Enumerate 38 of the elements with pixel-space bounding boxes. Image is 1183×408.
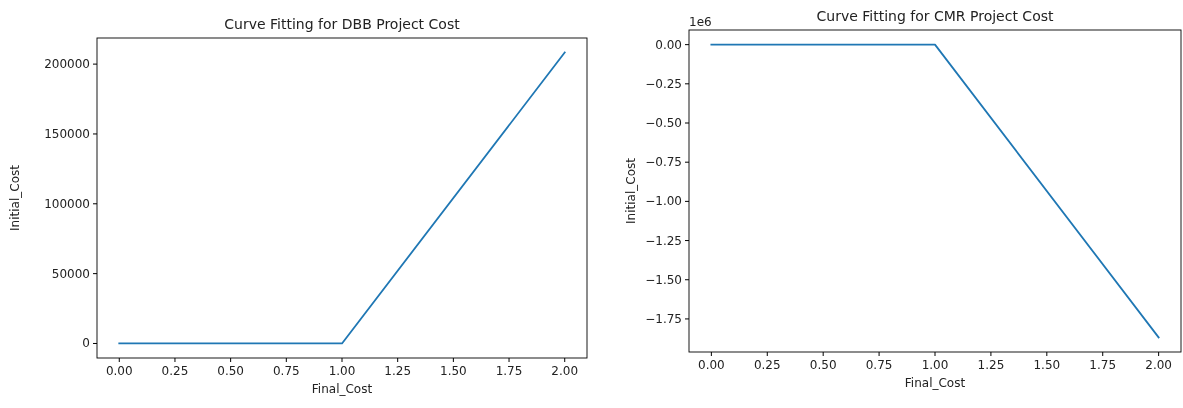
y-tick-label: 200000 xyxy=(44,57,90,72)
y-tick-label: 0 xyxy=(82,336,90,351)
x-tick-label: 1.75 xyxy=(495,364,523,378)
y-tick-label: −0.75 xyxy=(645,155,682,170)
y-axis-title: Initial_Cost xyxy=(624,157,638,224)
x-tick-label: 1.50 xyxy=(1033,358,1061,372)
x-tick-label: 1.75 xyxy=(1089,358,1117,372)
x-tick-label: 0.25 xyxy=(161,364,189,378)
chart-title: Curve Fitting for CMR Project Cost xyxy=(816,8,1054,24)
y-tick-label: 100000 xyxy=(44,196,90,211)
x-tick-label: 0.50 xyxy=(809,358,837,372)
x-axis-title: Final_Cost xyxy=(311,382,373,396)
chart-title: Curve Fitting for DBB Project Cost xyxy=(224,16,461,32)
y-tick-label: −1.00 xyxy=(645,194,682,209)
y-tick-label: −1.75 xyxy=(645,311,682,326)
x-tick-label: 0.75 xyxy=(865,358,893,372)
text: 1e6 xyxy=(689,15,712,29)
y-tick-label: 50000 xyxy=(51,266,90,281)
x-tick-label: 0.00 xyxy=(698,358,725,372)
x-tick-label: 0.00 xyxy=(105,364,133,378)
x-tick-label: 1.50 xyxy=(440,364,467,378)
y-tick-label: −0.25 xyxy=(645,76,682,91)
x-tick-label: 1.00 xyxy=(921,358,949,372)
x-tick-label: 0.50 xyxy=(217,364,244,378)
y-tick-label: 0.00 xyxy=(655,37,682,52)
y-tick-label: 150000 xyxy=(44,126,90,141)
x-tick-label: 1.25 xyxy=(977,358,1005,372)
x-tick-label: 0.75 xyxy=(272,364,300,378)
x-axis-title: Final_Cost xyxy=(904,376,966,390)
x-tick-label: 1.00 xyxy=(328,364,356,378)
x-tick-label: 0.25 xyxy=(753,358,781,372)
y-tick-label: −0.50 xyxy=(645,116,682,131)
x-tick-label: 2.00 xyxy=(1145,358,1172,372)
x-tick-label: 1.25 xyxy=(384,364,412,378)
y-axis-title: Initial_Cost xyxy=(8,164,22,231)
y-tick-label: −1.25 xyxy=(645,233,682,248)
y-tick-label: −1.50 xyxy=(645,272,682,287)
x-tick-label: 2.00 xyxy=(551,364,579,378)
